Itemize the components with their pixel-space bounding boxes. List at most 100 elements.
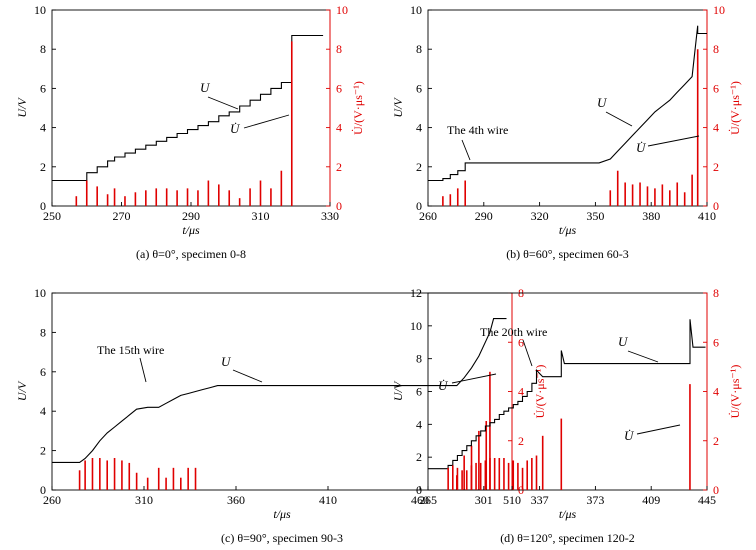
annotation-leader xyxy=(139,357,147,383)
annotation-leader xyxy=(232,369,263,383)
annotation-label: The 15th wire xyxy=(97,343,164,357)
y2-tick-label: 0 xyxy=(336,199,342,213)
annotation-label: U̇ xyxy=(438,378,449,393)
x-tick-label: 250 xyxy=(43,209,61,223)
plot-frame xyxy=(427,9,708,207)
y-tick-label: 6 xyxy=(416,385,422,399)
x-tick-label: 260 xyxy=(419,209,437,223)
y-tick-label: 2 xyxy=(416,450,422,464)
y-tick-label: 10 xyxy=(410,3,422,17)
annotation-label: U̇ xyxy=(230,121,241,136)
y2-axis-label: U̇/(V·μs⁻¹) xyxy=(351,81,365,135)
x-tick-label: 270 xyxy=(113,209,131,223)
x-tick-label: 380 xyxy=(642,209,660,223)
x-tick-label: 445 xyxy=(698,493,716,507)
annotation-leader xyxy=(627,350,659,363)
y2-tick-label: 8 xyxy=(713,286,719,300)
series-line-voltage xyxy=(52,318,507,463)
x-axis-label: t/μs xyxy=(273,507,291,521)
y-tick-label: 12 xyxy=(410,286,422,300)
x-tick-label: 373 xyxy=(586,493,604,507)
x-tick-label: 510 xyxy=(503,493,521,507)
annotation-label: U xyxy=(618,334,629,349)
annotation-leader xyxy=(243,114,290,129)
y2-tick-label: 4 xyxy=(336,121,342,135)
y-axis-label: U/V xyxy=(391,380,405,401)
y-tick-label: 4 xyxy=(416,417,422,431)
x-tick-label: 410 xyxy=(319,493,337,507)
y-tick-label: 0 xyxy=(416,483,422,497)
y2-tick-label: 2 xyxy=(518,434,524,448)
y2-axis-label: U̇/(V·μs⁻¹) xyxy=(728,81,742,135)
y2-tick-label: 10 xyxy=(336,3,348,17)
y-tick-label: 6 xyxy=(40,365,46,379)
x-tick-label: 350 xyxy=(586,209,604,223)
y-tick-label: 0 xyxy=(40,483,46,497)
y2-tick-label: 10 xyxy=(713,3,725,17)
annotation-leader xyxy=(647,135,700,147)
panel-caption: (c) θ=90°, specimen 90-3 xyxy=(221,531,343,545)
y-axis-label: U/V xyxy=(15,380,29,401)
x-tick-label: 410 xyxy=(698,209,716,223)
x-tick-label: 265 xyxy=(419,493,437,507)
x-tick-label: 310 xyxy=(252,209,270,223)
y2-tick-label: 0 xyxy=(713,483,719,497)
y-tick-label: 10 xyxy=(410,319,422,333)
x-tick-label: 290 xyxy=(182,209,200,223)
y-tick-label: 4 xyxy=(40,121,46,135)
y-tick-label: 10 xyxy=(34,286,46,300)
y2-tick-label: 8 xyxy=(713,42,719,56)
x-tick-label: 290 xyxy=(475,209,493,223)
y-tick-label: 8 xyxy=(416,352,422,366)
y2-tick-label: 4 xyxy=(518,385,524,399)
y-tick-label: 10 xyxy=(34,3,46,17)
x-tick-label: 260 xyxy=(43,493,61,507)
y2-tick-label: 2 xyxy=(713,434,719,448)
x-tick-label: 460 xyxy=(411,493,429,507)
x-tick-label: 409 xyxy=(642,493,660,507)
y2-tick-label: 6 xyxy=(336,81,342,95)
y-tick-label: 2 xyxy=(40,444,46,458)
annotation-label: U xyxy=(597,95,608,110)
series-line-voltage xyxy=(428,25,707,182)
annotation-leader xyxy=(461,139,471,161)
x-tick-label: 310 xyxy=(135,493,153,507)
y2-tick-label: 6 xyxy=(713,335,719,349)
y-axis-label: U/V xyxy=(391,97,405,118)
annotation-label: The 20th wire xyxy=(480,325,547,339)
annotation-leader xyxy=(451,373,497,384)
x-axis-label: t/μs xyxy=(559,507,577,521)
annotation-label: The 4th wire xyxy=(447,123,508,137)
x-tick-label: 360 xyxy=(227,493,245,507)
panel-caption: (a) θ=0°, specimen 0-8 xyxy=(136,247,246,261)
x-tick-label: 337 xyxy=(531,493,549,507)
series-line-voltage xyxy=(52,34,324,182)
y-tick-label: 8 xyxy=(416,42,422,56)
y-tick-label: 8 xyxy=(40,42,46,56)
annotation-leader xyxy=(636,424,681,435)
panel-caption: (d) θ=120°, specimen 120-2 xyxy=(500,531,635,545)
annotation-leader xyxy=(207,96,239,110)
y-tick-label: 6 xyxy=(416,81,422,95)
y2-axis-label: U̇/(V·μs⁻¹) xyxy=(728,365,742,419)
y-tick-label: 2 xyxy=(416,160,422,174)
y2-tick-label: 4 xyxy=(713,121,719,135)
y-tick-label: 4 xyxy=(40,404,46,418)
y2-tick-label: 2 xyxy=(713,160,719,174)
annotation-label: U xyxy=(200,80,211,95)
annotation-label: U̇ xyxy=(624,428,635,443)
y2-tick-label: 6 xyxy=(713,81,719,95)
x-tick-label: 301 xyxy=(475,493,493,507)
y-tick-label: 0 xyxy=(40,199,46,213)
panel-caption: (b) θ=60°, specimen 60-3 xyxy=(506,247,629,261)
y-tick-label: 0 xyxy=(416,199,422,213)
y-tick-label: 8 xyxy=(40,325,46,339)
annotation-label: U̇ xyxy=(636,140,647,155)
annotation-label: U xyxy=(221,354,232,369)
plot-frame xyxy=(427,292,708,491)
y2-tick-label: 0 xyxy=(713,199,719,213)
y2-tick-label: 2 xyxy=(336,160,342,174)
y2-tick-label: 6 xyxy=(518,335,524,349)
x-axis-label: t/μs xyxy=(559,223,577,237)
y2-tick-label: 8 xyxy=(336,42,342,56)
